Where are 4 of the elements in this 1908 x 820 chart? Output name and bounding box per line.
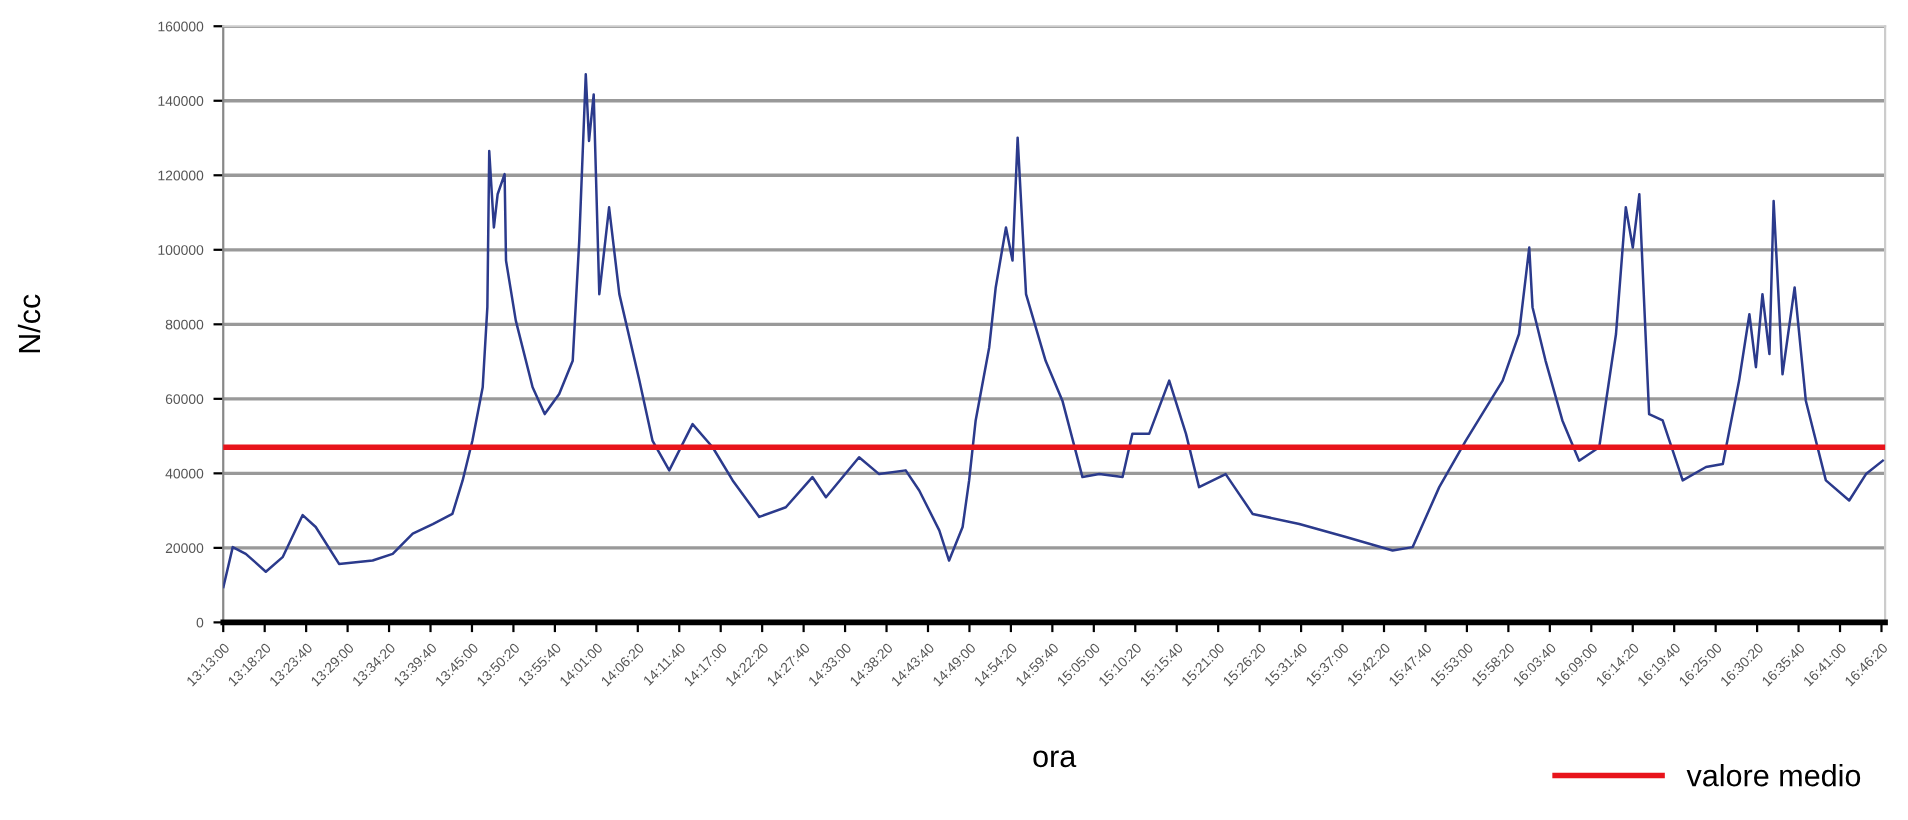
x-axis-title: ora [1033,750,1077,768]
line-series [223,73,1885,589]
y-axis-title: N/cc [17,294,41,353]
legend-label: valore medio [1686,764,1861,787]
